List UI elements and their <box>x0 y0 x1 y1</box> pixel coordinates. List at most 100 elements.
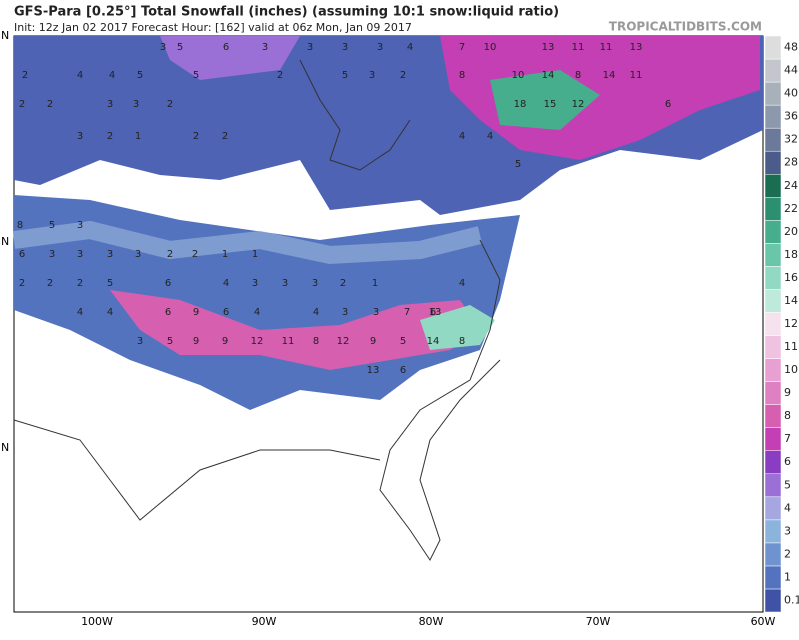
colorbar-swatch <box>764 81 782 106</box>
snow-value: 5 <box>107 278 113 289</box>
snow-value: 2 <box>222 131 228 142</box>
watermark: TROPICALTIDBITS.COM <box>609 20 762 34</box>
snow-value: 14 <box>542 70 555 81</box>
subtitle: Init: 12z Jan 02 2017 Forecast Hour: [16… <box>14 21 412 34</box>
south-core <box>110 290 480 370</box>
colorbar-swatch <box>764 243 782 267</box>
snow-value: 4 <box>459 131 465 142</box>
snow-value: 15 <box>544 99 557 110</box>
colorbar-label: 5 <box>784 478 791 491</box>
snow-value: 3 <box>307 42 313 53</box>
colorbar-swatch <box>764 450 782 475</box>
lon-label: 80W <box>419 615 444 628</box>
map <box>12 35 764 613</box>
snow-value: 3 <box>137 336 143 347</box>
colorbar-label: 11 <box>784 340 798 353</box>
lat-label: N <box>1 235 9 248</box>
snow-value: 2 <box>167 249 173 260</box>
colorbar-swatch <box>764 565 782 590</box>
snow-value: 3 <box>377 42 383 53</box>
snow-value: 2 <box>19 278 25 289</box>
colorbar-label: 8 <box>784 409 791 422</box>
snow-value: 3 <box>342 307 348 318</box>
colorbar-label: 3 <box>784 524 791 537</box>
snow-value: 8 <box>313 336 319 347</box>
colorbar-swatch <box>764 473 782 498</box>
snow-value: 5 <box>400 336 406 347</box>
snow-value: 3 <box>373 307 379 318</box>
snow-value: 5 <box>193 70 199 81</box>
snow-value: 3 <box>369 70 375 81</box>
snow-value: 3 <box>107 249 113 260</box>
colorbar-swatch <box>764 150 782 175</box>
colorbar-label: 44 <box>784 64 798 77</box>
snow-value: 3 <box>135 249 141 260</box>
colorbar-label: 2 <box>784 547 791 560</box>
colorbar-label: 18 <box>784 248 798 261</box>
lat-label: N <box>1 29 9 42</box>
light-band <box>12 220 483 265</box>
snow-value: 3 <box>160 42 166 53</box>
colorbar-label: 22 <box>784 202 798 215</box>
snow-value: 3 <box>77 131 83 142</box>
title: GFS-Para [0.25°] Total Snowfall (inches)… <box>14 5 559 20</box>
colorbar-swatch <box>764 312 782 336</box>
snow-value: 6 <box>223 307 229 318</box>
snow-value: 8 <box>17 220 23 231</box>
great-lakes <box>299 59 411 171</box>
snow-value: 6 <box>19 249 25 260</box>
colorbar-label: 32 <box>784 133 798 146</box>
northeast-max <box>490 70 600 130</box>
colorbar-label: 4 <box>784 501 791 514</box>
snow-value: 1 <box>135 131 141 142</box>
snow-value: 3 <box>107 99 113 110</box>
snow-value: 6 <box>400 365 406 376</box>
lon-label: 100W <box>81 615 113 628</box>
snow-value: 13 <box>367 365 380 376</box>
snow-value: 3 <box>312 278 318 289</box>
south-max <box>420 305 495 350</box>
snow-value: 11 <box>600 42 613 53</box>
colorbar-swatch <box>764 220 782 244</box>
snow-value: 5 <box>167 336 173 347</box>
snow-value: 2 <box>193 131 199 142</box>
snow-value: 4 <box>77 70 83 81</box>
snow-value: 11 <box>282 336 295 347</box>
snow-value: 11 <box>630 70 643 81</box>
snow-value: 3 <box>282 278 288 289</box>
snow-value: 18 <box>514 99 527 110</box>
colorbar-swatch <box>764 427 782 451</box>
colorbar-swatch <box>764 127 782 152</box>
snow-value: 2 <box>400 70 406 81</box>
snow-value: 6 <box>430 307 436 318</box>
snow-value: 1 <box>222 249 228 260</box>
snow-value: 3 <box>77 220 83 231</box>
colorbar-swatch <box>764 404 782 428</box>
snow-value: 9 <box>222 336 228 347</box>
colorbar-label: 28 <box>784 156 798 169</box>
snow-value: 2 <box>47 278 53 289</box>
snow-value: 8 <box>575 70 581 81</box>
colorbar-label: 48 <box>784 41 798 54</box>
colorbar-swatch <box>764 104 782 129</box>
snow-value: 14 <box>603 70 616 81</box>
colorbar-label: 24 <box>784 179 798 192</box>
snow-value: 4 <box>77 307 83 318</box>
snow-value: 13 <box>542 42 555 53</box>
colorbar-label: 14 <box>784 294 798 307</box>
snow-value: 1 <box>372 278 378 289</box>
colorbar-swatch <box>764 519 782 544</box>
snow-value: 1 <box>252 249 258 260</box>
snow-value: 4 <box>313 307 319 318</box>
colorbar-label: 40 <box>784 87 798 100</box>
snow-value: 5 <box>177 42 183 53</box>
snow-value: 4 <box>107 307 113 318</box>
colorbar-label: 36 <box>784 110 798 123</box>
snow-value: 5 <box>137 70 143 81</box>
snow-value: 3 <box>77 249 83 260</box>
snow-value: 6 <box>165 278 171 289</box>
lon-label: 70W <box>586 615 611 628</box>
snow-value: 2 <box>107 131 113 142</box>
